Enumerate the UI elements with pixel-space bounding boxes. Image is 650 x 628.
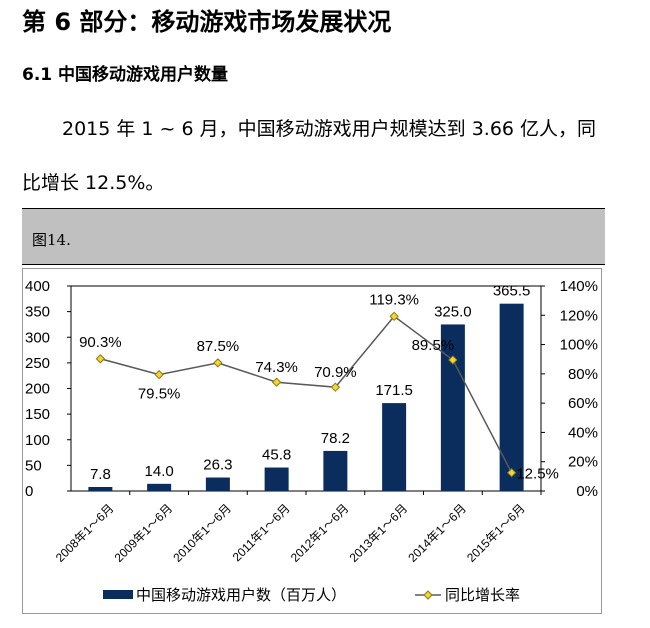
line-label: 89.5% <box>412 337 455 354</box>
left-tick-label: 100 <box>25 432 50 449</box>
bar-label: 14.0 <box>145 463 174 480</box>
bar <box>205 477 230 491</box>
bar-label: 365.5 <box>493 283 531 300</box>
chart: 0 50 100 150 200 250 300 350 400 0% 20% 40% 60% 80% 10… <box>22 268 602 614</box>
line-label: 74.3% <box>255 359 298 376</box>
left-tick-label: 200 <box>25 381 50 398</box>
legend-bar-label: 中国移动游戏用户数（百万人） <box>136 587 346 604</box>
line-marker <box>271 377 282 387</box>
subsection-title: 6.1 中国移动游戏用户数量 <box>22 65 229 85</box>
paragraph-line-1: 2015 年 1 ~ 6 月，中国移动游戏用户规模达到 3.66 亿人，同 <box>62 118 597 140</box>
bar <box>264 467 289 491</box>
right-tick-label: 80% <box>568 366 598 383</box>
section-title: 第 6 部分：移动游戏市场发展状况 <box>22 8 392 36</box>
chart-svg: 0 50 100 150 200 250 300 350 400 0% 20% 40% 60% 80% 10… <box>25 278 598 604</box>
left-tick-label: 250 <box>25 355 50 372</box>
right-tick-label: 20% <box>568 454 598 471</box>
line-marker <box>506 467 517 478</box>
x-tick-label: 2014年1～6月 <box>405 501 469 565</box>
legend-marker <box>423 590 433 600</box>
growth-line <box>100 315 513 474</box>
bar <box>88 487 113 491</box>
left-tick-label: 150 <box>25 406 50 423</box>
bar-label: 26.3 <box>203 457 232 474</box>
line-marker <box>330 382 341 392</box>
line-label: 87.5% <box>197 338 240 355</box>
bar-label: 171.5 <box>375 382 413 399</box>
x-tick-label: 2009年1～6月 <box>112 501 176 565</box>
bar <box>323 450 348 491</box>
paragraph-line-2: 比增长 12.5%。 <box>22 172 165 194</box>
line-marker <box>213 358 223 368</box>
x-tick-label: 2015年1～6月 <box>464 501 528 565</box>
line-marker <box>389 311 399 322</box>
right-tick-label: 120% <box>560 307 598 324</box>
bar-label: 45.8 <box>262 447 291 464</box>
right-tick-label: 0% <box>576 483 598 500</box>
line-label: 90.3% <box>79 334 122 351</box>
legend-bar-swatch <box>103 590 133 599</box>
line-label: 119.3% <box>369 291 419 308</box>
x-tick-label: 2012年1～6月 <box>288 501 352 565</box>
bar <box>147 483 172 491</box>
bar-label: 7.8 <box>90 466 111 483</box>
line-label: 12.5% <box>516 466 559 483</box>
x-tick-label: 2013年1～6月 <box>347 501 411 565</box>
line-marker <box>95 354 106 364</box>
bar <box>499 303 524 491</box>
line-marker <box>154 369 164 380</box>
left-tick-label: 0 <box>25 483 33 500</box>
line-marker <box>448 355 458 365</box>
bar <box>382 403 407 491</box>
bar <box>440 324 465 491</box>
figure-label: 图14. <box>32 231 71 249</box>
right-tick-label: 100% <box>560 337 598 354</box>
line-label: 70.9% <box>314 364 357 381</box>
legend-line-label: 同比增长率 <box>445 587 520 604</box>
left-tick-label: 50 <box>25 457 42 474</box>
x-tick-label: 2010年1～6月 <box>170 501 234 565</box>
x-tick-label: 2008年1～6月 <box>53 501 117 565</box>
right-tick-label: 40% <box>568 424 598 441</box>
right-tick-label: 60% <box>568 395 598 412</box>
line-label: 79.5% <box>138 386 181 403</box>
left-tick-label: 400 <box>25 278 50 295</box>
bar-label: 78.2 <box>321 430 350 447</box>
x-tick-label: 2011年1～6月 <box>230 501 293 564</box>
figure-caption-box: 图14. <box>22 208 605 265</box>
right-tick-label: 140% <box>560 278 598 295</box>
left-tick-label: 350 <box>25 304 50 321</box>
left-tick-label: 300 <box>25 329 50 346</box>
bar-label: 325.0 <box>434 303 472 320</box>
